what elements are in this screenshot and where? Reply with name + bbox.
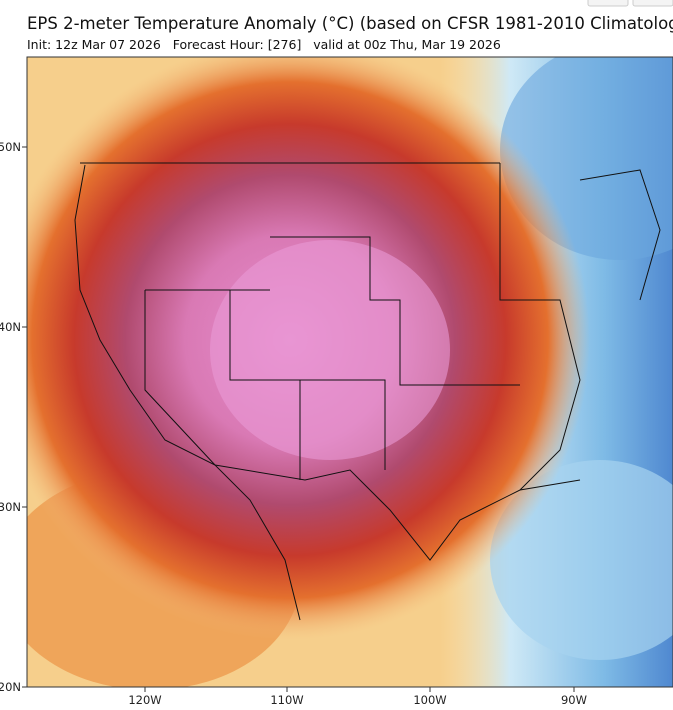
lon-label: 110W <box>270 693 303 707</box>
button[interactable] <box>632 0 673 7</box>
lat-label: 20N <box>0 680 21 694</box>
borders <box>74 162 661 621</box>
lon-label: 100W <box>413 693 446 707</box>
warm-core <box>210 240 450 460</box>
subtitle: Init: 12z Mar 07 2026 Forecast Hour: [27… <box>27 37 501 52</box>
frame <box>26 56 673 688</box>
lon-label: 90W <box>561 693 587 707</box>
lat-label: 40N <box>0 320 21 334</box>
button[interactable] <box>587 0 629 7</box>
title: EPS 2-meter Temperature Anomaly (°C) (ba… <box>27 14 673 33</box>
map-field <box>27 57 673 687</box>
lon-label: 120W <box>128 693 161 707</box>
lat-label: 50N <box>0 140 21 154</box>
graticule-ticks <box>22 146 575 692</box>
lat-label: 30N <box>0 500 21 514</box>
